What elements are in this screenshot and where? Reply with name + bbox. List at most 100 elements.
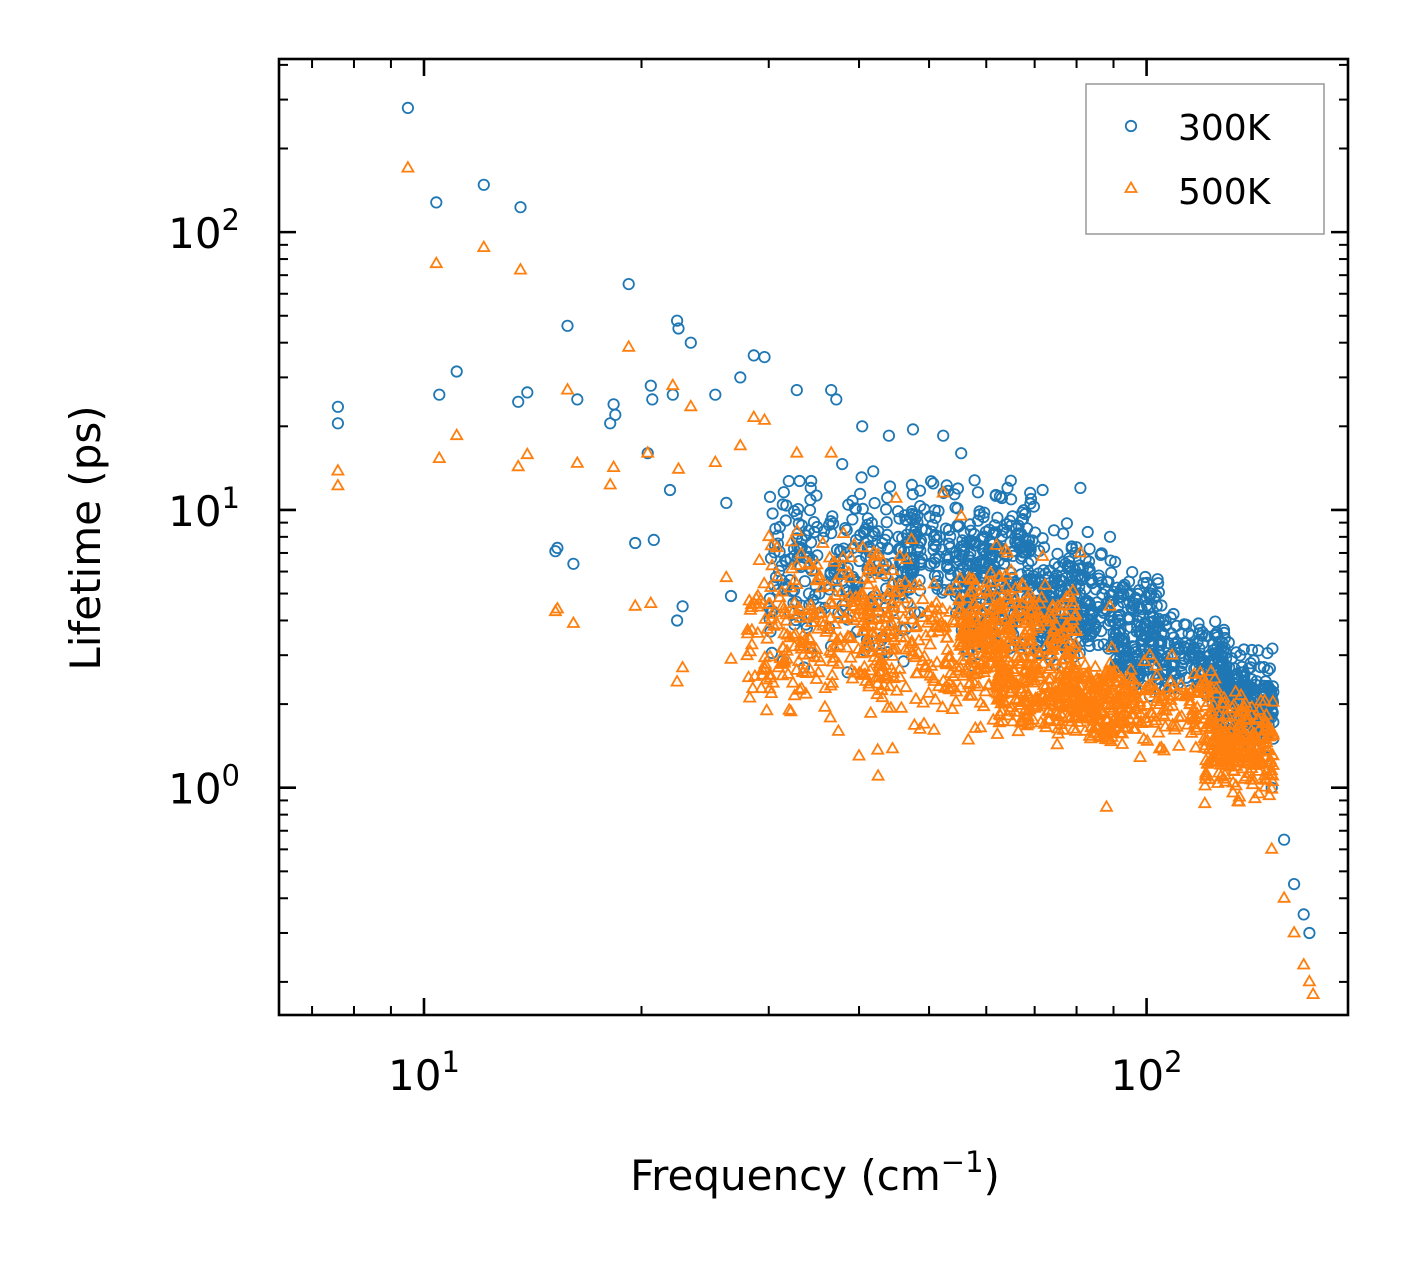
point-300k-182	[809, 588, 822, 601]
x-axis-label: Frequency (cm−1)	[630, 1145, 1000, 1200]
y-tick-label: 100	[168, 759, 240, 814]
point-500k-1037	[1026, 659, 1041, 673]
point-500k-178	[805, 602, 820, 615]
point-500k-443	[908, 620, 923, 633]
point-300k-1583	[647, 533, 660, 547]
point-500k-117	[836, 525, 851, 538]
point-500k-1512	[1232, 794, 1247, 807]
point-500k-1588	[723, 651, 739, 664]
point-500k-156	[811, 665, 826, 678]
point-300k-724	[1081, 525, 1094, 539]
point-500k-1591	[757, 412, 772, 425]
point-300k-873	[1057, 555, 1070, 568]
point-500k-144	[828, 587, 843, 601]
point-300k-1027	[1121, 613, 1134, 626]
point-500k-1461	[1235, 761, 1250, 774]
point-300k-569	[1083, 542, 1096, 556]
point-300k-507	[940, 479, 953, 492]
legend-label-300k: 300K	[1178, 108, 1272, 149]
point-500k-718	[994, 600, 1009, 614]
point-300k-1005	[1080, 596, 1093, 609]
point-500k-1296	[1164, 688, 1179, 701]
point-500k-510	[873, 664, 888, 678]
point-500k-1238	[1106, 713, 1121, 726]
point-300k-192	[846, 513, 859, 526]
point-500k-1503	[1197, 795, 1212, 809]
point-300k-640	[1029, 526, 1042, 539]
point-300k-464	[927, 477, 940, 490]
point-500k-432	[889, 641, 904, 654]
point-500k-352	[863, 593, 878, 606]
point-500k-252	[770, 569, 785, 582]
point-500k-1290	[1104, 721, 1119, 734]
point-500k-1539	[1202, 741, 1217, 754]
y-axis-label: Lifetime (ps)	[61, 405, 110, 670]
point-500k-1491	[1248, 756, 1263, 769]
point-500k-1130	[1164, 647, 1180, 660]
point-500k-479	[921, 666, 937, 679]
point-500k-674	[986, 637, 1001, 650]
point-500k-1069	[1140, 733, 1155, 746]
point-300k-504	[923, 559, 937, 572]
point-500k-774	[1022, 591, 1037, 604]
point-300k-323	[995, 491, 1009, 505]
point-500k-450	[902, 580, 917, 593]
point-500k-1545	[1244, 699, 1259, 712]
point-500k-309	[945, 701, 960, 714]
point-300k-743	[1015, 540, 1028, 553]
point-500k-103	[874, 566, 889, 580]
point-500k-448	[880, 588, 895, 601]
point-300k-231	[853, 487, 867, 500]
point-500k-584	[991, 569, 1006, 582]
point-500k-638	[952, 602, 967, 615]
point-500k-970	[1072, 646, 1087, 659]
point-500k-1230	[1116, 720, 1131, 733]
point-300k-478	[951, 482, 965, 495]
point-500k-36	[876, 554, 891, 567]
point-500k-874	[999, 650, 1014, 663]
point-300k-1298	[1159, 619, 1172, 633]
point-500k-1299	[1185, 706, 1200, 720]
point-500k-273	[921, 685, 936, 698]
point-500k-388	[892, 548, 907, 561]
point-300k-1017	[1133, 584, 1146, 597]
point-500k-1265	[1188, 685, 1204, 698]
point-500k-120	[750, 625, 765, 638]
point-500k-1417	[1213, 769, 1228, 782]
point-500k-417	[875, 689, 890, 703]
point-300k-1615	[1217, 623, 1231, 637]
point-500k-1070	[1149, 668, 1164, 681]
point-500k-695	[999, 611, 1014, 624]
point-300k-641	[957, 545, 971, 559]
point-500k-1553	[1204, 714, 1219, 727]
point-500k-727	[954, 628, 969, 641]
point-500k-351	[952, 570, 968, 583]
point-300k-419	[911, 516, 924, 529]
point-500k-246	[769, 539, 785, 553]
point-500k-1278	[1091, 712, 1106, 725]
point-500k-599	[961, 613, 976, 626]
point-500k-410	[885, 595, 900, 608]
point-500k-0	[839, 640, 854, 653]
point-500k-1601	[1000, 545, 1015, 558]
point-500k-968	[1021, 689, 1036, 702]
point-300k-768	[966, 558, 979, 572]
point-300k-1264	[1135, 638, 1148, 651]
point-300k-610	[1060, 517, 1074, 530]
point-300k-1607	[955, 447, 968, 460]
point-300k-1589	[676, 600, 689, 613]
point-500k-143	[827, 640, 842, 653]
point-500k-1543	[1261, 743, 1276, 756]
point-300k-647	[988, 519, 1001, 532]
point-500k-93	[809, 671, 824, 684]
point-500k-225	[757, 660, 772, 673]
point-300k-79	[777, 486, 790, 499]
point-500k-767	[991, 649, 1006, 662]
point-500k-70	[765, 558, 780, 571]
point-500k-737	[1017, 626, 1032, 639]
point-300k-257	[779, 514, 792, 527]
point-500k-518	[976, 698, 991, 712]
point-500k-203	[789, 576, 804, 589]
point-300k-403	[1004, 474, 1017, 487]
point-500k-1246	[1165, 717, 1180, 730]
